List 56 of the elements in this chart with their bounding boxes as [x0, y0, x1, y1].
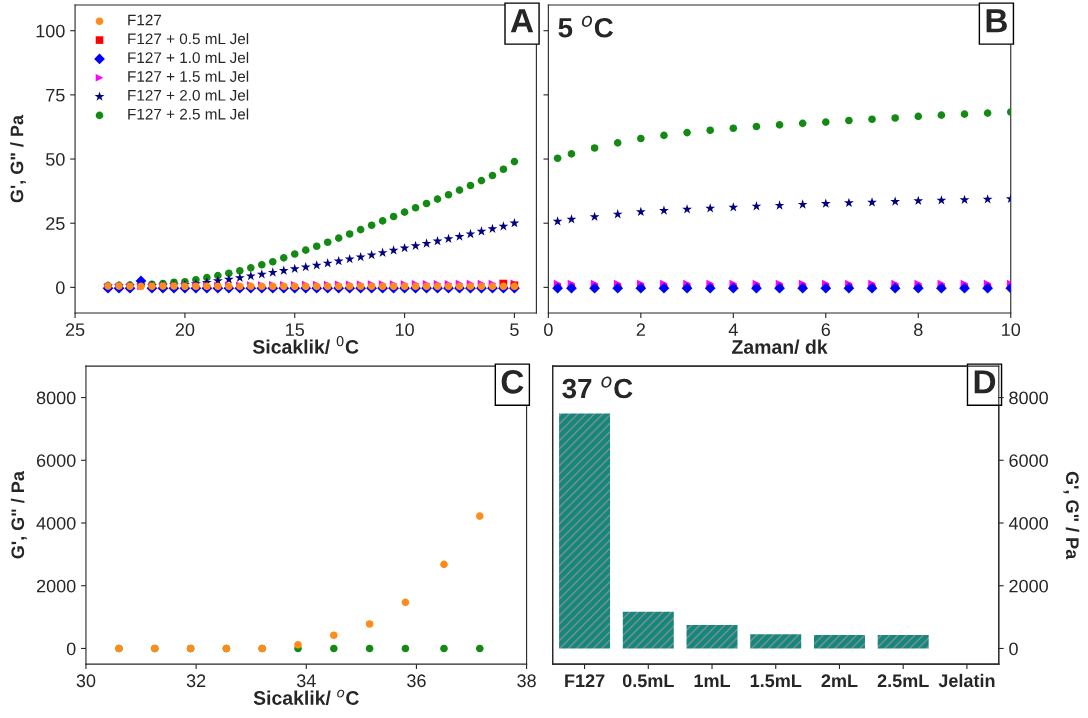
x-tick-label: 0	[544, 323, 553, 337]
x-tick-label: 1mL	[694, 674, 731, 687]
x-tick-label: Jelatin	[938, 673, 995, 688]
x-tick-label: 25	[65, 323, 85, 337]
annotation: B	[986, 9, 1007, 33]
x-tick-label: 2.5mL	[877, 674, 929, 688]
x-tick-label: 10	[1002, 323, 1021, 337]
y-tick-label: 100	[36, 24, 65, 38]
x-tick-label: 38	[517, 674, 536, 688]
legend-label: F127	[128, 14, 162, 26]
legend-label: F127 + 2.0 mL Jel	[128, 89, 249, 101]
annotation: D	[974, 370, 996, 394]
y2-tick-label: 0	[1009, 642, 1018, 656]
y2-axis-title: G', G" / Pa	[1063, 471, 1080, 560]
x-tick-label: 0.5mL	[622, 674, 674, 688]
legend-label: F127 + 1.0 mL Jel	[128, 51, 249, 64]
x-tick-label: 4	[728, 323, 738, 336]
x-tick-label: 34	[296, 674, 316, 688]
y-tick-label: 2000	[36, 579, 76, 593]
x-axis-title: Sicaklik/ $^{0}$C	[252, 336, 359, 354]
y-tick-label: 75	[46, 88, 65, 102]
x-tick-label: 15	[286, 323, 305, 337]
x-tick-label: 36	[407, 674, 426, 688]
x-axis-title: Sicaklik/ $^{o}$C	[253, 689, 359, 706]
y2-tick-label: 6000	[1009, 454, 1048, 467]
y-tick-label: 6000	[36, 454, 76, 467]
x-tick-label: 20	[175, 323, 195, 337]
x-tick-label: 8	[914, 323, 923, 337]
y-axis-title: G', G" / Pa	[10, 114, 26, 203]
y-tick-label: 8000	[36, 391, 76, 405]
x-tick-label: 6	[821, 323, 831, 337]
y2-tick-label: 8000	[1009, 391, 1048, 405]
x-tick-label: 30	[76, 674, 96, 688]
y2-tick-label: 2000	[1009, 579, 1048, 593]
x-tick-label: 32	[186, 674, 206, 688]
y-tick-label: 50	[45, 152, 65, 166]
annotation: 37 $^{o}$C	[562, 376, 633, 399]
annotation: 5 $^{o}$C	[558, 15, 613, 38]
x-tick-label: 5	[510, 323, 519, 337]
annotation: C	[501, 370, 524, 394]
x-tick-label: 10	[395, 323, 414, 337]
x-tick-label: 1.5mL	[750, 674, 802, 688]
y2-tick-label: 4000	[1008, 516, 1048, 530]
y-tick-label: 0	[56, 281, 65, 295]
legend-label: F127 + 1.5 mL Jel	[128, 70, 249, 82]
x-tick-label: 2mL	[821, 674, 858, 687]
x-tick-label: 2	[636, 323, 645, 336]
y-tick-label: 25	[46, 217, 65, 230]
y-tick-label: 0	[66, 642, 76, 656]
x-axis-title: Zaman/ dk	[732, 339, 828, 355]
legend-label: F127 + 2.5 mL Jel	[128, 108, 249, 120]
y-axis-title: G', G" / Pa	[10, 470, 27, 559]
y-tick-label: 4000	[36, 516, 76, 530]
legend-label: F127 + 0.5 mL Jel	[128, 33, 249, 45]
annotation: A	[510, 9, 534, 33]
x-tick-label: F127	[565, 674, 605, 687]
